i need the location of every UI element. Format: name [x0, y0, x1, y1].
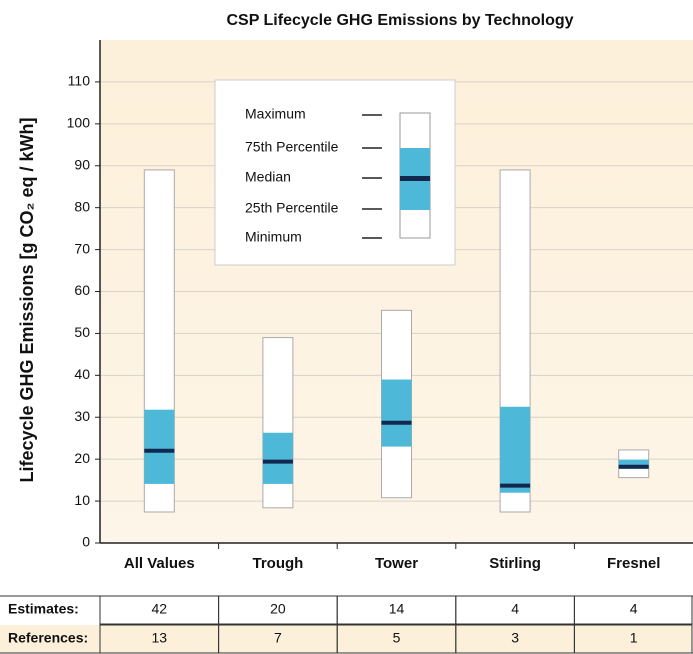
y-tick-label: 10 [74, 492, 90, 508]
table: Estimates: 42 20 14 4 4 References: 13 7 5 3 1 [0, 595, 693, 654]
y-tick-label: 90 [74, 156, 90, 172]
iqr-box [618, 459, 649, 469]
table-cell-value: 7 [274, 630, 282, 646]
table-cell-value: 4 [630, 601, 638, 617]
chart-title: CSP Lifecycle GHG Emissions by Technolog… [226, 12, 573, 29]
y-tick-label: 80 [74, 198, 90, 214]
legend-label: Median [245, 169, 291, 185]
iqr-box [144, 409, 175, 484]
table-row-label: References: [8, 630, 88, 646]
y-axis-label: Lifecycle GHG Emissions [g CO₂ eq / kWh] [17, 117, 37, 482]
table-cell-value: 13 [152, 630, 168, 646]
y-tick-label: 0 [82, 534, 90, 550]
iqr-box [262, 432, 293, 484]
y-tick-label: 20 [74, 450, 90, 466]
table-cell-value: 4 [511, 601, 519, 617]
y-tick-label: 30 [74, 408, 90, 424]
table-row [0, 625, 692, 653]
table-cell-value: 1 [630, 630, 638, 646]
table-row-label: Estimates: [8, 601, 79, 617]
legend-label: Maximum [245, 106, 306, 122]
table-cell-value: 20 [270, 601, 286, 617]
legend-label: 25th Percentile [245, 200, 339, 216]
iqr-box [381, 379, 412, 447]
y-tick-label: 100 [67, 115, 91, 131]
table-cell-value: 3 [511, 630, 519, 646]
y-tick-label: 110 [68, 73, 91, 89]
table-cell-value: 14 [389, 601, 405, 617]
y-tick-label: 60 [74, 282, 90, 298]
x-tick-label: Tower [375, 555, 418, 572]
table-cell-value: 42 [152, 601, 168, 617]
legend-median [400, 176, 430, 181]
legend-label: 75th Percentile [245, 139, 339, 155]
y-tick-label: 40 [74, 366, 90, 382]
legend-items: Maximum 75th Percentile Median 25th Percent… [245, 106, 382, 245]
y-tick-label: 50 [74, 324, 90, 340]
x-tick-label: All Values [124, 555, 195, 572]
table-row [0, 596, 692, 624]
table-cell-value: 5 [393, 630, 401, 646]
legend [214, 79, 456, 266]
x-tick-label: Stirling [489, 555, 541, 572]
y-tick-label: 70 [74, 240, 90, 256]
x-tick-label: Fresnel [607, 555, 660, 572]
x-tick-label: Trough [252, 555, 303, 572]
iqr-box [500, 406, 531, 493]
legend-label: Minimum [245, 229, 302, 245]
